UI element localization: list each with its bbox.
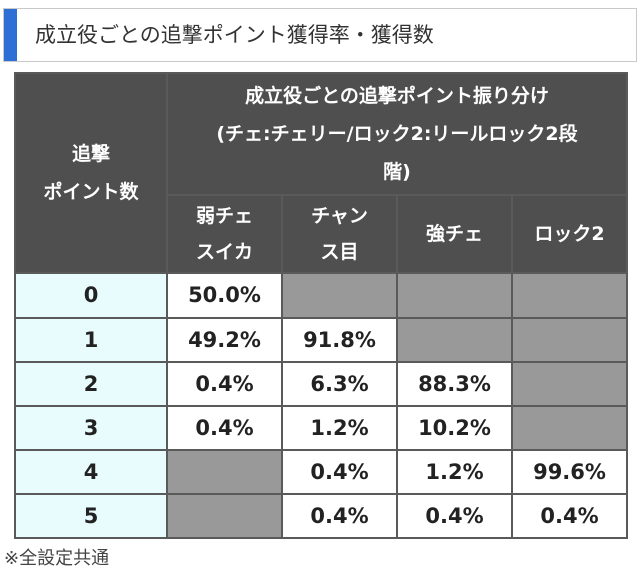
table-cell: 99.6% [510, 448, 629, 495]
table-row: 5 0.4% 0.4% 0.4% [14, 492, 629, 540]
heading-accent-bar [4, 9, 17, 61]
table-cell: 1.2% [281, 404, 398, 451]
unavailable-cell [510, 404, 629, 451]
row-header: 1 [14, 316, 168, 363]
column-header-strong-cherry: 強チェ [396, 194, 513, 275]
unavailable-cell [396, 272, 513, 319]
unavailable-cell [510, 360, 629, 407]
table-row: 1 49.2% 91.8% [14, 316, 629, 363]
table-row: 3 0.4% 1.2% 10.2% [14, 404, 629, 451]
footnote: ※全設定共通 [4, 548, 110, 569]
table-cell: 49.2% [166, 316, 283, 363]
table-cell: 91.8% [281, 316, 398, 363]
row-header: 5 [14, 492, 168, 540]
unavailable-cell [166, 492, 283, 540]
corner-label-line1: 追撃 [71, 143, 110, 166]
column-header-lock2: ロック2 [510, 194, 629, 275]
column-header-line1: 強チェ [425, 223, 483, 246]
table-cell: 0.4% [166, 404, 283, 451]
table-cell: 6.3% [281, 360, 398, 407]
unavailable-cell [166, 448, 283, 495]
group-header-line3: 階) [383, 161, 411, 184]
table-cell: 0.4% [166, 360, 283, 407]
table-cell: 0.4% [510, 492, 629, 540]
table-cell: 1.2% [396, 448, 513, 495]
table-row: 4 0.4% 1.2% 99.6% [14, 448, 629, 495]
column-header-line2: スイカ [195, 241, 253, 264]
unavailable-cell [396, 316, 513, 363]
column-header-weak-cherry: 弱チェ スイカ [166, 194, 283, 275]
column-header-line1: 弱チェ [195, 205, 253, 228]
heading-title: 成立役ごとの追撃ポイント獲得率・獲得数 [35, 23, 434, 47]
table-row: 2 0.4% 6.3% 88.3% [14, 360, 629, 407]
column-header-line1: チャン [311, 205, 368, 228]
row-header: 2 [14, 360, 168, 407]
column-header-line1: ロック2 [534, 223, 605, 246]
table-row: 0 50.0% [14, 272, 629, 319]
table-cell: 0.4% [396, 492, 513, 540]
column-header-chance: チャン ス目 [281, 194, 398, 275]
column-header-line2: ス目 [320, 241, 359, 264]
group-header-line1: 成立役ごとの追撃ポイント振り分け [245, 85, 549, 108]
corner-header: 追撃 ポイント数 [14, 71, 168, 275]
unavailable-cell [510, 272, 629, 319]
group-header-line2: (チェ:チェリー/ロック2:リールロック2段 [216, 123, 578, 146]
table-cell: 10.2% [396, 404, 513, 451]
row-header: 0 [14, 272, 168, 319]
corner-label-line2: ポイント数 [43, 181, 139, 204]
unavailable-cell [281, 272, 398, 319]
section-heading: 成立役ごとの追撃ポイント獲得率・獲得数 [3, 8, 637, 62]
table-cell: 50.0% [166, 272, 283, 319]
table-cell: 0.4% [281, 448, 398, 495]
table-cell: 0.4% [281, 492, 398, 540]
row-header: 4 [14, 448, 168, 495]
table-cell: 88.3% [396, 360, 513, 407]
group-header: 成立役ごとの追撃ポイント振り分け (チェ:チェリー/ロック2:リールロック2段 … [165, 71, 629, 197]
unavailable-cell [510, 316, 629, 363]
chase-points-table: 追撃 ポイント数 成立役ごとの追撃ポイント振り分け (チェ:チェリー/ロック2:… [14, 71, 629, 540]
row-header: 3 [14, 404, 168, 451]
